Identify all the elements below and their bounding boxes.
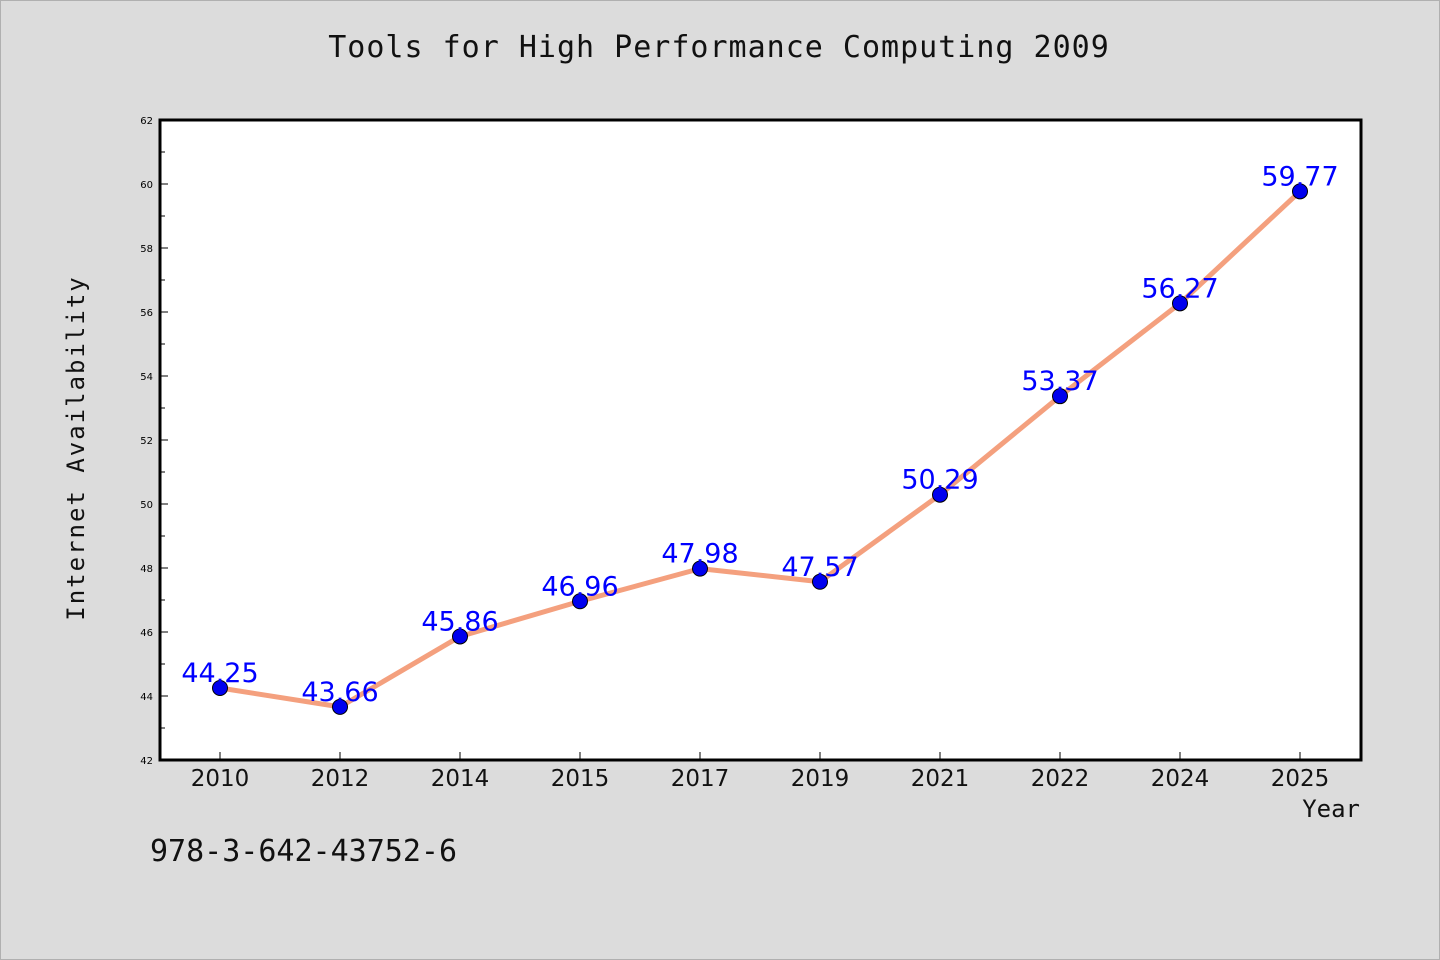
data-point [452, 628, 468, 645]
y-tick-label: 48 [140, 564, 153, 575]
y-tick-label: 54 [140, 372, 153, 383]
x-tick-label: 2019 [791, 766, 850, 792]
y-tick-label: 62 [140, 116, 153, 127]
data-label: 56.27 [1141, 273, 1218, 304]
y-tick-label: 56 [140, 308, 153, 319]
data-point [812, 573, 828, 590]
plot-border [158, 118, 1363, 762]
series-line [217, 188, 1303, 710]
y-tick-label: 44 [140, 692, 153, 703]
data-label: 47.57 [781, 552, 858, 583]
data-label: 50.29 [901, 465, 978, 496]
data-label: 59.77 [1261, 161, 1338, 192]
y-tick-label: 58 [140, 244, 153, 255]
x-tick-label: 2012 [311, 766, 370, 792]
x-tick-label: 2022 [1031, 766, 1090, 792]
x-tick-label: 2021 [911, 766, 970, 792]
x-tick-label: 2014 [431, 766, 490, 792]
data-label: 45.86 [421, 606, 498, 637]
x-tick-label: 2024 [1151, 766, 1210, 792]
x-tick-label: 2015 [551, 766, 610, 792]
data-label: 47.98 [661, 539, 738, 570]
data-point [572, 593, 588, 610]
data-point [692, 560, 708, 577]
data-label: 46.96 [541, 571, 618, 602]
x-tick-label: 2010 [191, 766, 250, 792]
data-label: 44.25 [181, 658, 258, 689]
data-point [932, 486, 948, 503]
y-tick-label: 46 [140, 628, 153, 639]
y-tick-label: 60 [140, 180, 153, 191]
data-point [332, 698, 348, 715]
data-point [1292, 183, 1308, 200]
x-tick-label: 2025 [1271, 766, 1330, 792]
x-tick-label: 2017 [671, 766, 730, 792]
data-label: 43.66 [301, 677, 378, 708]
y-tick-label: 52 [140, 436, 153, 447]
data-label: 53.37 [1021, 366, 1098, 397]
data-point [1052, 388, 1068, 405]
isbn-text: 978-3-642-43752-6 [150, 834, 458, 869]
plot-area [160, 120, 1361, 760]
chart-title: Tools for High Performance Computing 200… [328, 30, 1110, 65]
data-point [212, 680, 228, 696]
data-point [1172, 295, 1188, 312]
y-tick-label: 42 [140, 756, 153, 767]
x-axis-label: Year [1302, 795, 1360, 823]
y-tick-label: 50 [140, 500, 153, 511]
